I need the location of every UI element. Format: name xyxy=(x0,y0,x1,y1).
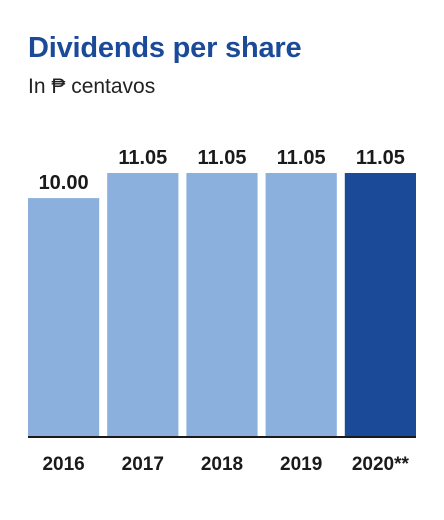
value-label: 11.05 xyxy=(198,147,247,169)
category-label: 2016 xyxy=(42,454,84,475)
bar-2017 xyxy=(107,173,179,437)
category-label: 2018 xyxy=(201,454,243,475)
chart-title: Dividends per share xyxy=(28,32,302,64)
category-label: 2017 xyxy=(122,454,164,475)
bars-group xyxy=(28,173,416,437)
value-label: 10.00 xyxy=(39,172,89,194)
bar-2018 xyxy=(186,173,258,437)
bar-2016 xyxy=(28,198,100,437)
bar-2019 xyxy=(265,173,337,437)
category-label: 2019 xyxy=(280,454,322,475)
labels-group: 10.00 2016 11.05 2017 11.05 2018 11.05 2019 11.0… xyxy=(39,147,410,475)
value-label: 11.05 xyxy=(118,147,167,169)
category-label: 2020** xyxy=(352,454,410,475)
value-label: 11.05 xyxy=(277,147,326,169)
value-label: 11.05 xyxy=(356,147,405,169)
bar-2020 xyxy=(344,173,416,437)
chart-subtitle: In ₱ centavos xyxy=(28,75,156,98)
